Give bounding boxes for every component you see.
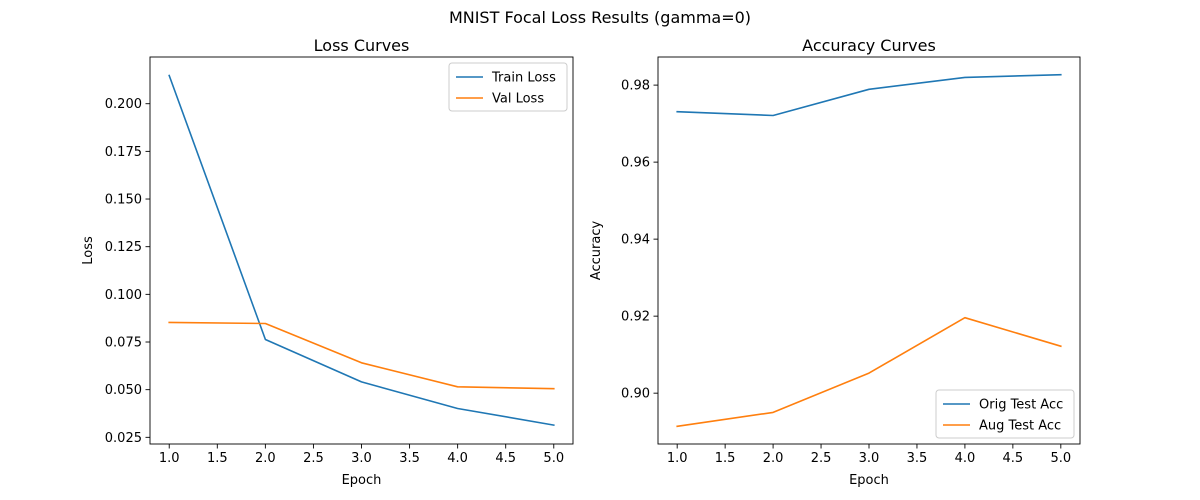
chart-title: Accuracy Curves	[802, 36, 936, 55]
legend-label-val-loss: Val Loss	[492, 92, 544, 107]
x-axis-label: Epoch	[849, 473, 889, 488]
y-axis-label: Loss	[81, 236, 96, 265]
y-tick-label: 0.96	[621, 156, 650, 171]
y-tick-label: 0.92	[621, 310, 650, 325]
series-line-aug-test-acc	[676, 316, 1062, 428]
x-tick-label: 1.5	[715, 451, 736, 466]
y-tick-label: 0.200	[105, 97, 142, 112]
x-tick-label: 2.5	[811, 451, 832, 466]
legend-box	[935, 389, 1075, 439]
x-tick-label: 2.0	[763, 451, 784, 466]
y-tick-label: 0.100	[105, 288, 142, 303]
x-tick-label: 5.0	[1050, 451, 1071, 466]
legend-box	[448, 62, 568, 112]
plot-frame	[149, 56, 574, 445]
y-tick-label: 0.125	[105, 240, 142, 255]
series-line-orig-test-acc	[676, 73, 1062, 117]
x-tick-label: 4.0	[955, 451, 976, 466]
series-line-val-loss	[168, 321, 555, 390]
y-tick-label: 0.050	[105, 383, 142, 398]
chart-title: Loss Curves	[314, 36, 410, 55]
series-line-train-loss	[168, 74, 555, 427]
legend-label-train-loss: Train Loss	[491, 71, 556, 86]
y-tick-label: 0.94	[621, 233, 650, 248]
y-tick-label: 0.075	[105, 336, 142, 351]
x-tick-label: 4.5	[1003, 451, 1024, 466]
y-tick-label: 0.90	[621, 387, 650, 402]
y-tick-label: 0.98	[621, 79, 650, 94]
y-tick-label: 0.175	[105, 145, 142, 160]
x-tick-label: 5.0	[543, 451, 564, 466]
plot-frame	[657, 56, 1081, 445]
x-axis-label: Epoch	[342, 473, 382, 488]
x-tick-label: 1.0	[667, 451, 688, 466]
x-tick-label: 2.0	[255, 451, 276, 466]
x-tick-label: 1.0	[159, 451, 180, 466]
x-tick-label: 4.0	[447, 451, 468, 466]
x-tick-label: 3.5	[907, 451, 928, 466]
y-axis-label: Accuracy	[589, 221, 604, 281]
figure-suptitle: MNIST Focal Loss Results (gamma=0)	[449, 8, 751, 27]
loss-curves-chart: 1.0 1.5 2.0 2.5 3.0 3.5 4.0 4.5 5.0 0.025 0.050 0.0…	[81, 36, 574, 488]
x-tick-label: 3.0	[859, 451, 880, 466]
legend-label-orig-test-acc: Orig Test Acc	[979, 398, 1063, 413]
x-tick-label: 3.0	[351, 451, 372, 466]
x-tick-label: 1.5	[207, 451, 228, 466]
accuracy-curves-chart: 1.0 1.5 2.0 2.5 3.0 3.5 4.0 4.5 5.0 0.90 0.92 0.94 0…	[589, 36, 1081, 488]
y-tick-label: 0.025	[105, 431, 142, 446]
legend: Orig Test Acc Aug Test Acc	[935, 389, 1075, 439]
legend: Train Loss Val Loss	[448, 62, 568, 112]
x-tick-label: 2.5	[303, 451, 324, 466]
x-tick-label: 4.5	[495, 451, 516, 466]
legend-label-aug-test-acc: Aug Test Acc	[979, 419, 1061, 434]
x-tick-label: 3.5	[399, 451, 420, 466]
y-tick-label: 0.150	[105, 193, 142, 208]
